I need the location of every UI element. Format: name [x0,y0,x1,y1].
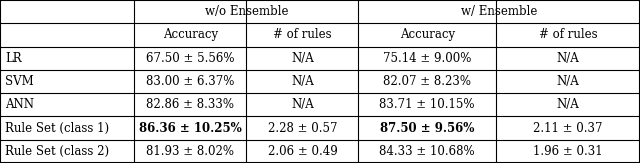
Text: w/o Ensemble: w/o Ensemble [205,5,288,18]
Text: 2.06 ± 0.49: 2.06 ± 0.49 [268,145,337,158]
Text: N/A: N/A [557,98,579,111]
Text: 83.00 ± 6.37%: 83.00 ± 6.37% [146,75,235,88]
Text: 2.11 ± 0.37: 2.11 ± 0.37 [533,122,603,135]
Text: 2.28 ± 0.57: 2.28 ± 0.57 [268,122,337,135]
Text: Accuracy: Accuracy [399,28,455,41]
Text: 82.86 ± 8.33%: 82.86 ± 8.33% [147,98,234,111]
Text: 83.71 ± 10.15%: 83.71 ± 10.15% [380,98,475,111]
Text: N/A: N/A [291,75,314,88]
Text: # of rules: # of rules [273,28,332,41]
Text: 67.50 ± 5.56%: 67.50 ± 5.56% [146,52,235,65]
Text: 75.14 ± 9.00%: 75.14 ± 9.00% [383,52,472,65]
Text: LR: LR [5,52,22,65]
Text: Rule Set (class 1): Rule Set (class 1) [5,122,109,135]
Text: w/ Ensemble: w/ Ensemble [461,5,538,18]
Text: N/A: N/A [557,52,579,65]
Text: 82.07 ± 8.23%: 82.07 ± 8.23% [383,75,471,88]
Text: N/A: N/A [557,75,579,88]
Text: 87.50 ± 9.56%: 87.50 ± 9.56% [380,122,474,135]
Text: 84.33 ± 10.68%: 84.33 ± 10.68% [380,145,475,158]
Text: Accuracy: Accuracy [163,28,218,41]
Text: N/A: N/A [291,52,314,65]
Text: ANN: ANN [5,98,34,111]
Text: SVM: SVM [5,75,34,88]
Text: 86.36 ± 10.25%: 86.36 ± 10.25% [139,122,242,135]
Text: # of rules: # of rules [539,28,597,41]
Text: N/A: N/A [291,98,314,111]
Text: Rule Set (class 2): Rule Set (class 2) [5,145,109,158]
Text: 1.96 ± 0.31: 1.96 ± 0.31 [533,145,603,158]
Text: 81.93 ± 8.02%: 81.93 ± 8.02% [147,145,234,158]
